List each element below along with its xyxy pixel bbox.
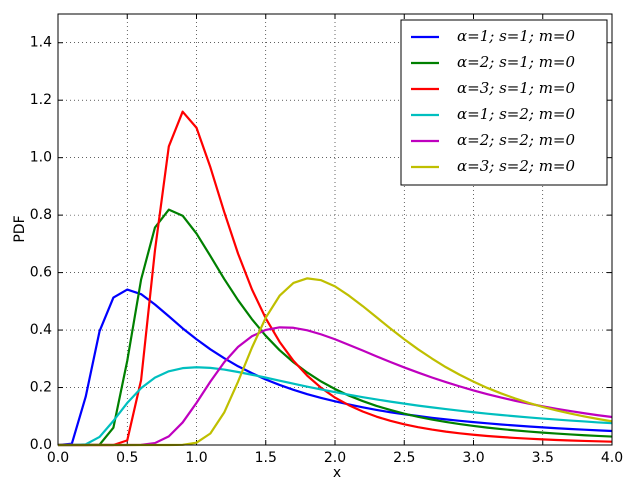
y-tick-label: 0.6 <box>30 265 52 281</box>
y-tick-label: 1.4 <box>30 35 52 51</box>
y-tick-label: 1.0 <box>30 150 52 166</box>
series-line <box>58 110 613 447</box>
x-tick-label: 0.0 <box>47 450 69 466</box>
legend-label: α=3; s=2; m=0 <box>457 157 575 175</box>
x-tick-label: 0.5 <box>116 450 138 466</box>
y-tick-label: 0.0 <box>30 437 52 453</box>
x-tick-label: 3.0 <box>462 450 484 466</box>
legend-label: α=3; s=1; m=0 <box>457 79 575 97</box>
series-line <box>58 277 613 447</box>
x-tick-label: 1.0 <box>185 450 207 466</box>
y-axis-label: PDF <box>12 215 28 242</box>
y-tick-label: 0.4 <box>30 322 52 338</box>
series-line <box>58 326 613 447</box>
legend-label: α=1; s=2; m=0 <box>457 105 575 123</box>
legend-label: α=2; s=1; m=0 <box>457 53 575 71</box>
y-tick-label: 0.8 <box>30 207 52 223</box>
legend-label: α=2; s=2; m=0 <box>457 131 575 149</box>
x-axis-label: x <box>333 465 341 481</box>
y-tick-label: 0.2 <box>30 380 52 396</box>
series-line <box>58 366 613 447</box>
series-line <box>57 288 613 447</box>
series-line <box>58 208 613 447</box>
y-tick-label: 1.2 <box>30 92 52 108</box>
legend-label: α=1; s=1; m=0 <box>457 27 575 45</box>
legend-box <box>400 19 608 186</box>
legend: α=1; s=1; m=0 α=2; s=1; m=0 α=3; s=1; m=0 α… <box>400 19 608 186</box>
x-tick-label: 2.5 <box>393 450 415 466</box>
x-tick-label: 3.5 <box>532 450 554 466</box>
plot-frame <box>57 13 613 446</box>
x-tick-label: 2.0 <box>324 450 346 466</box>
x-tick-label: 4.0 <box>601 450 623 466</box>
x-tick-label: 1.5 <box>255 450 277 466</box>
